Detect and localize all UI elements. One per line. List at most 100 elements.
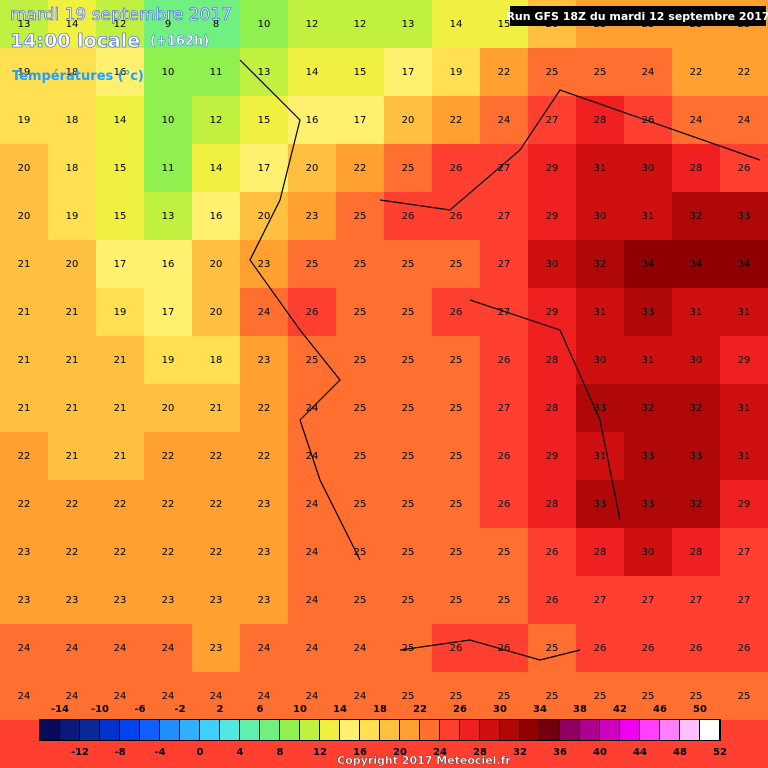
temp-cell [0, 672, 48, 720]
temp-value: 22 [738, 67, 751, 78]
temp-value: 26 [450, 643, 463, 654]
temp-cell [336, 480, 384, 528]
temp-cell [624, 480, 672, 528]
temp-value: 32 [690, 403, 703, 414]
temp-value: 26 [498, 355, 511, 366]
temp-value: 28 [546, 355, 559, 366]
temp-cell [336, 96, 384, 144]
temp-cell [192, 144, 240, 192]
temp-cell [96, 480, 144, 528]
temp-cell [672, 48, 720, 96]
temp-value: 17 [114, 259, 127, 270]
temp-cell [432, 528, 480, 576]
temp-cell [240, 336, 288, 384]
temp-value: 21 [66, 307, 79, 318]
temp-cell [0, 48, 48, 96]
temp-value: 25 [402, 499, 415, 510]
temp-cell [0, 432, 48, 480]
temp-cell [480, 480, 528, 528]
legend-label: -14 [51, 704, 69, 715]
temp-value: 26 [738, 643, 751, 654]
temp-cell [384, 0, 432, 48]
temp-value: 22 [162, 547, 175, 558]
temp-cell [144, 96, 192, 144]
temp-cell [48, 432, 96, 480]
temp-value: 25 [402, 355, 415, 366]
temp-cell [384, 624, 432, 672]
temp-cell [144, 528, 192, 576]
legend-swatch [460, 720, 479, 740]
temp-cell [480, 384, 528, 432]
temp-value: 28 [546, 499, 559, 510]
temp-cell [576, 672, 624, 720]
temp-cell [192, 672, 240, 720]
temp-value: 23 [18, 595, 31, 606]
temp-cell [480, 624, 528, 672]
legend-label: -12 [71, 747, 89, 758]
temp-value: 30 [642, 163, 655, 174]
temp-value: 17 [354, 115, 367, 126]
temp-cell [624, 528, 672, 576]
temp-cell [288, 144, 336, 192]
temp-value: 24 [306, 595, 319, 606]
temp-cell [48, 672, 96, 720]
legend-swatch [660, 720, 679, 740]
temp-value: 23 [258, 547, 271, 558]
temp-cell [384, 384, 432, 432]
temp-value: 29 [546, 307, 559, 318]
temp-value: 31 [594, 451, 607, 462]
temp-value: 19 [66, 211, 79, 222]
temp-cell [384, 288, 432, 336]
temp-cell [48, 96, 96, 144]
temp-value: 18 [66, 163, 79, 174]
temp-cell [240, 528, 288, 576]
temp-cell [192, 288, 240, 336]
temp-value: 25 [354, 307, 367, 318]
temp-value: 20 [210, 259, 223, 270]
temp-cell [144, 480, 192, 528]
temp-cell [432, 192, 480, 240]
temp-value: 12 [114, 19, 127, 30]
temp-value: 14 [306, 67, 319, 78]
temp-cell [384, 48, 432, 96]
time: 14:00 locale [10, 30, 140, 52]
temp-value: 23 [258, 595, 271, 606]
temp-value: 24 [738, 115, 751, 126]
temp-value: 25 [450, 403, 463, 414]
temp-cell [480, 288, 528, 336]
temp-value: 25 [354, 211, 367, 222]
temp-value: 25 [546, 67, 559, 78]
temp-cell [528, 240, 576, 288]
temp-value: 25 [690, 691, 703, 702]
temp-value: 27 [642, 595, 655, 606]
temp-value: 24 [258, 643, 271, 654]
temp-cell [528, 384, 576, 432]
temp-value: 24 [306, 643, 319, 654]
legend-label: 6 [257, 704, 264, 715]
temp-value: 22 [162, 499, 175, 510]
temp-value: 16 [306, 115, 319, 126]
temp-cell [288, 288, 336, 336]
temp-cell [720, 144, 768, 192]
temp-value: 25 [450, 691, 463, 702]
temp-cell [96, 288, 144, 336]
temp-value: 22 [498, 67, 511, 78]
temp-cell [720, 288, 768, 336]
legend-label: 36 [553, 747, 567, 758]
temp-cell [576, 624, 624, 672]
temp-cell [624, 96, 672, 144]
coastline [239, 59, 761, 661]
temp-value: 25 [402, 595, 415, 606]
temp-value: 24 [66, 691, 79, 702]
temp-cell [192, 240, 240, 288]
temp-cell [144, 672, 192, 720]
temp-cell [144, 48, 192, 96]
temp-cell [240, 624, 288, 672]
temp-cell [720, 432, 768, 480]
temp-cell [384, 576, 432, 624]
temp-value: 31 [594, 307, 607, 318]
legend-label: -8 [114, 747, 125, 758]
temp-cell [576, 384, 624, 432]
temp-cell [576, 432, 624, 480]
temp-value: 25 [402, 259, 415, 270]
